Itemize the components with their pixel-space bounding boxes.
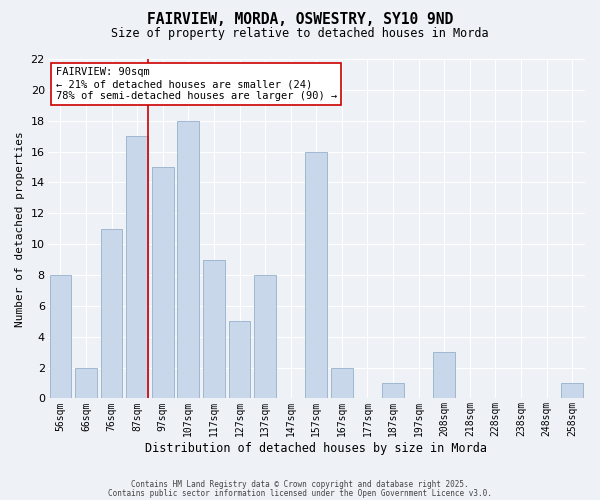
Text: Contains HM Land Registry data © Crown copyright and database right 2025.: Contains HM Land Registry data © Crown c… (131, 480, 469, 489)
Bar (305, 152, 327, 398)
Bar (178, 120, 199, 398)
Text: Contains public sector information licensed under the Open Government Licence v3: Contains public sector information licen… (108, 488, 492, 498)
Bar (229, 322, 250, 398)
Bar (152, 167, 173, 398)
Bar (203, 260, 225, 398)
Bar (254, 275, 276, 398)
Bar (562, 383, 583, 398)
X-axis label: Distribution of detached houses by size in Morda: Distribution of detached houses by size … (145, 442, 487, 455)
Y-axis label: Number of detached properties: Number of detached properties (15, 131, 25, 326)
Text: FAIRVIEW: 90sqm
← 21% of detached houses are smaller (24)
78% of semi-detached h: FAIRVIEW: 90sqm ← 21% of detached houses… (56, 68, 337, 100)
Text: Size of property relative to detached houses in Morda: Size of property relative to detached ho… (111, 28, 489, 40)
Bar (126, 136, 148, 398)
Bar (331, 368, 353, 398)
Bar (433, 352, 455, 399)
Text: FAIRVIEW, MORDA, OSWESTRY, SY10 9ND: FAIRVIEW, MORDA, OSWESTRY, SY10 9ND (147, 12, 453, 28)
Bar (101, 228, 122, 398)
Bar (75, 368, 97, 398)
Bar (50, 275, 71, 398)
Bar (382, 383, 404, 398)
